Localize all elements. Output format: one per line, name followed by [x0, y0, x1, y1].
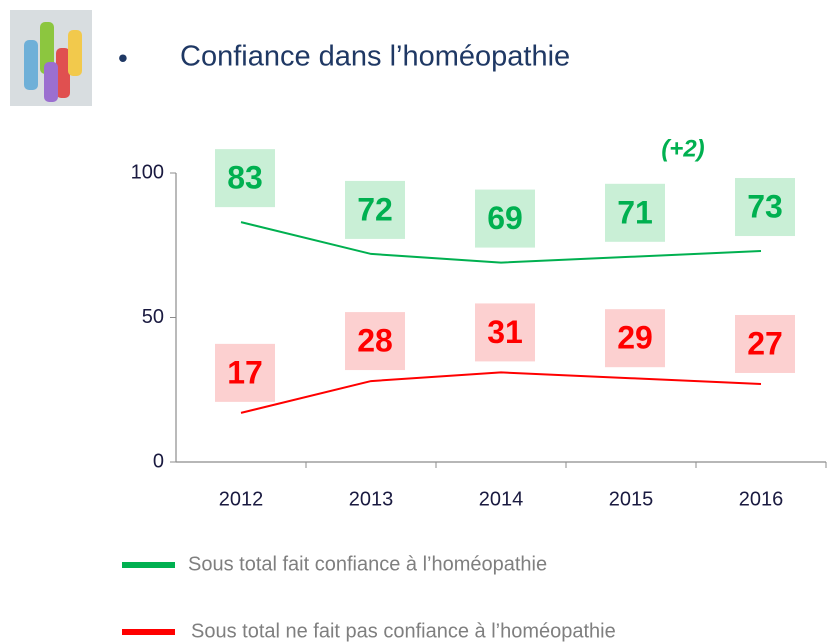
y-tick-label: 50: [142, 306, 164, 328]
annotation: (+2): [661, 135, 704, 162]
data-label: 83: [227, 160, 263, 196]
x-tick-label: 2012: [219, 488, 264, 510]
x-tick-label: 2013: [349, 488, 394, 510]
data-label: 27: [747, 325, 783, 361]
y-tick-label: 100: [131, 161, 164, 183]
legend-label: Sous total fait confiance à l’homéopathi…: [188, 553, 547, 575]
data-label: 29: [617, 320, 653, 356]
data-label: 71: [617, 194, 653, 230]
bullet: •: [118, 42, 128, 73]
y-tick-label: 0: [153, 450, 164, 472]
vials-image: [10, 10, 92, 106]
x-tick-label: 2014: [479, 488, 524, 510]
legend-label: Sous total ne fait pas confiance à l’hom…: [191, 620, 616, 642]
data-label: 17: [227, 354, 263, 390]
data-label: 31: [487, 314, 523, 350]
data-label: 69: [487, 200, 523, 236]
data-label: 28: [357, 323, 393, 359]
x-tick-label: 2016: [739, 488, 784, 510]
data-label: 73: [747, 188, 783, 224]
series-line: [241, 372, 761, 412]
slide: • Confiance dans l’homéopathie (+2) 0 50 1…: [0, 0, 828, 644]
chart-title: Confiance dans l’homéopathie: [180, 41, 570, 73]
x-tick-label: 2015: [609, 488, 654, 510]
data-label: 72: [357, 191, 393, 227]
